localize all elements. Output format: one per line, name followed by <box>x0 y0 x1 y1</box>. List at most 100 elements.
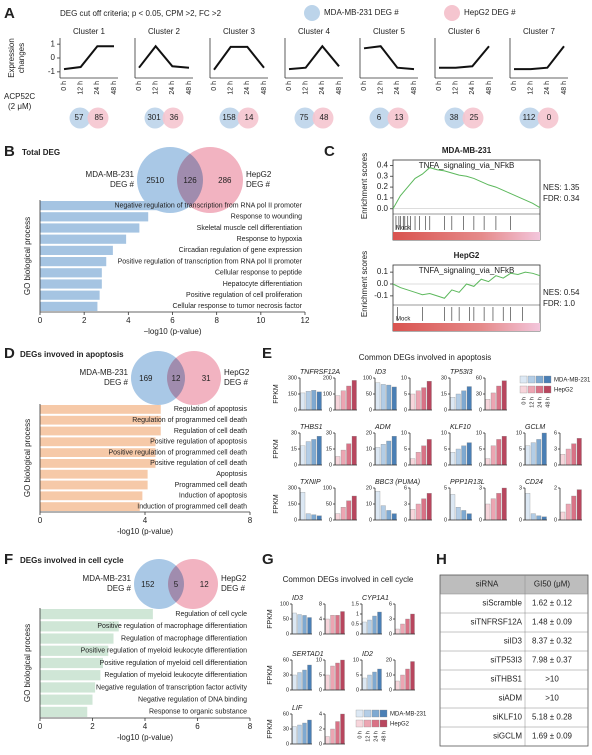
x-tick-label: 24 h <box>544 81 551 95</box>
x-tick-label: 0 <box>38 722 43 731</box>
y-tick-label: 10 <box>516 430 522 436</box>
count-label: 112 <box>523 113 536 122</box>
legend-time: 12 h <box>365 731 371 742</box>
y-tick-label: 100 <box>323 485 332 491</box>
venn-count: 12 <box>200 580 209 589</box>
legend-swatch <box>444 5 460 21</box>
x-tick-label: 0 h <box>511 81 518 91</box>
x-tick-label: 24 h <box>94 81 101 95</box>
y-tick-label: 0 <box>554 517 557 523</box>
bar <box>450 397 456 411</box>
bar <box>375 491 381 521</box>
bar <box>576 489 582 521</box>
bar <box>40 437 156 447</box>
gene-set: TNFA_signaling_via_NFkB <box>419 161 515 170</box>
legend-swatch <box>363 719 372 728</box>
count-circle <box>312 107 334 129</box>
bar <box>571 443 577 466</box>
nes: NES: 1.35 <box>543 183 580 192</box>
category-label: Response to wounding <box>231 214 302 221</box>
bar <box>415 503 421 521</box>
y-tick-label: 0 <box>369 517 372 523</box>
bar <box>316 515 322 521</box>
panel-label: E <box>262 345 272 362</box>
bar <box>330 728 335 745</box>
y-tick-label: 0 <box>519 517 522 523</box>
bar <box>302 669 307 691</box>
y-tick-label: 0 <box>286 741 289 747</box>
x-tick-label: 0 h <box>136 81 143 91</box>
bar <box>560 511 566 521</box>
legend-swatch <box>355 709 364 718</box>
bar <box>292 674 297 691</box>
category-label: Induction of apoptosis <box>179 493 248 500</box>
panel-title: DEGs invoved in apoptosis <box>20 350 124 359</box>
y-tick-label: 3 <box>554 446 557 452</box>
bar <box>346 500 352 521</box>
bar <box>421 445 427 466</box>
bar <box>340 390 346 411</box>
cluster-title: Cluster 3 <box>223 27 256 36</box>
table-frame <box>439 574 589 747</box>
x-tick-label: 12 h <box>453 81 460 95</box>
x-tick-label: 8 <box>248 722 253 731</box>
y-tick-label: 6 <box>389 601 392 607</box>
bar <box>292 726 297 745</box>
bar <box>530 513 536 521</box>
legend-label: HepG2 DEG # <box>464 8 516 17</box>
x-tick-label: 8 <box>214 316 219 325</box>
bar <box>40 405 161 414</box>
y-tick-label: 3 <box>404 501 407 507</box>
y-tick-label: 60 <box>476 375 482 381</box>
bar <box>496 385 502 411</box>
bar <box>461 445 467 466</box>
venn-count: 286 <box>218 176 232 185</box>
bar <box>40 212 149 222</box>
y-tick-label: 10 <box>476 430 482 436</box>
y-tick-label: 0 <box>319 687 322 693</box>
cluster-line <box>439 45 490 69</box>
y-tick-label: 10 <box>353 657 359 663</box>
x-tick-label: 4 <box>143 516 148 525</box>
y-tick-label: 0 <box>286 687 289 693</box>
rank-bar <box>393 323 540 331</box>
bar <box>375 447 381 466</box>
bar <box>40 706 88 717</box>
bar <box>367 619 372 635</box>
table-cell: 1.69 ± 0.09 <box>532 732 573 741</box>
gene-name: TP53I3 <box>450 369 473 376</box>
bar <box>340 449 346 466</box>
count-circle <box>369 107 391 129</box>
bar <box>395 680 400 691</box>
bar <box>372 671 377 691</box>
table-cell: siTHBS1 <box>490 675 522 684</box>
category-label: Regulation of cell cycle <box>175 611 247 618</box>
bar <box>40 415 161 425</box>
legend-label: HepG2 <box>390 722 410 728</box>
panel-title: Total DEG <box>22 148 60 157</box>
y-tick-label: 10 <box>316 657 322 663</box>
bar <box>455 507 461 521</box>
bar <box>466 513 472 521</box>
panel-label: H <box>436 551 447 568</box>
y-tick-label: 0.2 <box>377 182 389 191</box>
x-axis-label: −log10 (p-value) <box>143 327 201 336</box>
y-tick-label: 0.4 <box>377 161 389 170</box>
cluster-line <box>363 45 415 71</box>
gene-name: CD24 <box>525 479 543 486</box>
panel-label: A <box>4 5 15 22</box>
x-tick-label: 6 <box>195 722 200 731</box>
y-tick-label: 5 <box>519 446 522 452</box>
y-tick-label: 0.3 <box>377 171 389 180</box>
y-tick-label: 0 <box>389 631 392 637</box>
category-label: Regulation of cell death <box>174 428 247 435</box>
category-label: Regulation of myeloid leukocyte differen… <box>104 672 247 679</box>
bar <box>300 492 306 521</box>
gene-name: KLF10 <box>450 424 471 431</box>
category-label: Cellular response to peptide <box>215 270 302 277</box>
bar <box>485 399 491 411</box>
y-tick-label: 3 <box>519 485 522 491</box>
bar <box>340 713 345 745</box>
y-tick-label: 50 <box>283 616 289 622</box>
bar <box>400 674 405 691</box>
